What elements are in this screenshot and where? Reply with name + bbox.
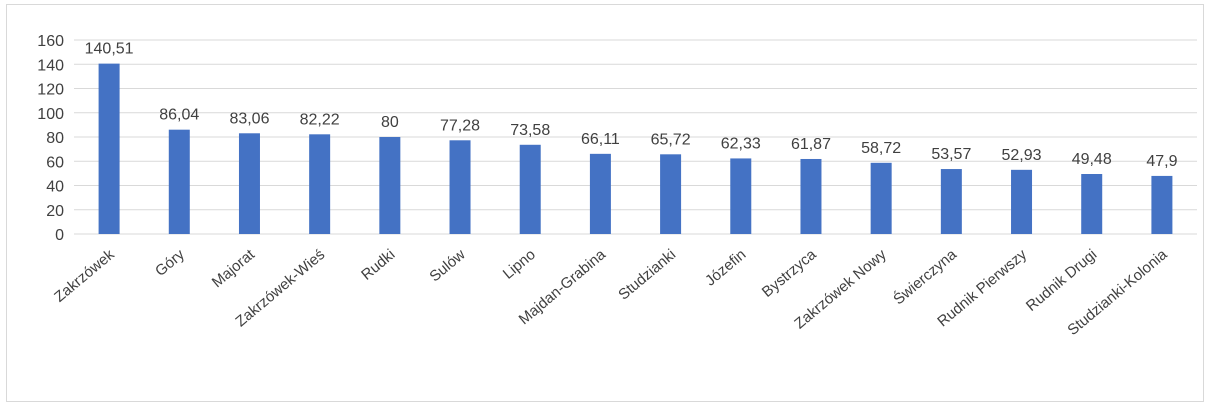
y-tick-label: 100 [37,106,64,123]
bar [800,158,822,234]
y-tick-label: 0 [55,227,64,244]
data-label: 47,9 [1146,153,1177,170]
bar [730,158,752,234]
data-label: 58,72 [861,140,901,157]
x-tick-label: Sulów [426,246,468,285]
y-axis-ticks: 0 20 40 60 80 100 120 140 160 [37,33,64,244]
y-tick-label: 60 [46,154,64,171]
data-label: 77,28 [440,117,480,134]
bar [1151,175,1173,234]
x-tick-label: Majorat [209,246,259,292]
bar [589,153,611,234]
data-label: 66,11 [581,131,620,148]
y-tick-label: 40 [46,179,64,196]
data-labels: 140,51 86,04 83,06 82,22 80 77,28 73,58 66,11 65… [85,41,1178,170]
bar [238,133,260,234]
data-label: 52,93 [1002,147,1042,164]
data-label: 86,04 [159,107,199,124]
x-tick-label: Bystrzyca [759,246,820,301]
x-tick-label: Zakrzówek [51,246,118,306]
y-tick-label: 20 [46,203,64,220]
gridlines [74,39,1197,235]
bar [168,129,190,234]
data-label: 53,57 [931,146,971,163]
x-tick-label: Rudki [358,246,398,284]
bar [98,63,120,235]
x-tick-label: Góry [152,246,188,280]
data-label: 61,87 [791,136,831,153]
data-label: 73,58 [510,122,550,139]
bar [870,162,892,234]
bar [309,134,331,234]
data-label: 49,48 [1072,151,1112,168]
chart-frame: 0 20 40 60 80 100 120 140 160 140,51 86,04 83,06 82… [6,4,1204,402]
data-label: 140,51 [85,41,134,58]
y-tick-label: 80 [46,130,64,147]
bar [660,154,682,234]
bar [1081,174,1103,234]
bar [379,137,401,234]
bar [940,169,962,234]
data-label: 62,33 [721,135,761,152]
y-tick-label: 160 [37,33,64,50]
data-label: 65,72 [651,131,691,148]
data-label: 82,22 [300,111,340,128]
x-tick-label: Józefin [702,246,749,290]
y-tick-label: 140 [37,57,64,74]
y-tick-label: 120 [37,82,64,99]
bar-chart: 0 20 40 60 80 100 120 140 160 140,51 86,04 83,06 82… [37,33,1197,339]
bar [519,144,541,234]
bar [449,140,471,234]
x-tick-label: Lipno [500,246,539,283]
data-label: 80 [381,114,399,131]
x-tick-label: Świerczyna [890,245,961,309]
data-label: 83,06 [229,110,269,127]
x-tick-label: Studzianki [615,246,679,304]
bars [98,63,1173,235]
bar [1011,169,1033,234]
